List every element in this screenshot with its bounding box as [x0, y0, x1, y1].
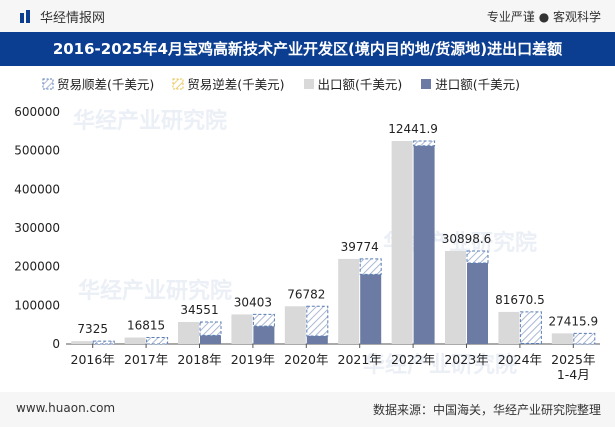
data-label-9: 27415.9 — [548, 314, 598, 328]
legend-label-export: 出口额(千美元) — [317, 77, 403, 92]
title-bar: 2016-2025年4月宝鸡高新技术产业开发区(境内目的地/货源地)进出口差额 — [0, 32, 615, 66]
export-bar-3 — [231, 314, 253, 344]
y-tick-label-6: 600000 — [14, 105, 60, 119]
export-bar-5 — [338, 258, 360, 344]
data-labels: 7325 16815 34551 30403 76782 39774 12441.9 3089… — [77, 122, 598, 336]
import-bar-3 — [253, 326, 275, 344]
legend-label-import: 进口额(千美元) — [435, 77, 521, 92]
export-bar-2 — [178, 321, 199, 344]
legend-item-deficit: 贸易逆差(千美元) — [172, 74, 285, 93]
export-bar-8 — [498, 311, 520, 344]
data-source: 数据来源：中国海关，华经产业研究院整理 — [372, 403, 601, 417]
surplus-bar-8 — [519, 311, 542, 344]
brand-name: 华经情报网 — [40, 11, 106, 26]
export-bar-9 — [551, 333, 573, 344]
legend-swatch-deficit — [172, 78, 184, 89]
y-tick-label-5: 500000 — [14, 144, 60, 158]
y-tick-label-1: 100000 — [14, 298, 60, 312]
legend-swatch-export — [303, 78, 314, 89]
x-tick-label-7: 2023年 — [444, 352, 488, 367]
tagline: 专业严谨 ● 客观科学 — [486, 10, 601, 24]
x-tick-label-6: 2022年 — [391, 352, 435, 367]
x-tick-label-9: 2025年 1-4月 — [551, 352, 595, 382]
x-tick-label-0: 2016年 — [71, 352, 115, 367]
footer: www.huaon.com 数据来源：中国海关，华经产业研究院整理 — [0, 392, 615, 427]
data-label-7: 30898.6 — [442, 232, 492, 246]
data-label-4: 76782 — [287, 287, 325, 301]
y-tick-label-0: 0 — [52, 337, 60, 351]
x-tick-label-1: 2017年 — [124, 352, 168, 367]
y-tick-label-3: 300000 — [14, 221, 60, 235]
x-tick-label-5: 2021年 — [338, 352, 382, 367]
x-tick-label-2: 2018年 — [177, 352, 221, 367]
import-bar-5 — [360, 274, 382, 344]
legend-item-surplus: 贸易顺差(千美元) — [42, 74, 154, 93]
data-label-0: 7325 — [77, 322, 108, 336]
export-bar-4 — [284, 306, 306, 344]
data-label-5: 39774 — [341, 240, 379, 254]
export-bar-7 — [445, 251, 466, 344]
chart-title: 2016-2025年4月宝鸡高新技术产业开发区(境内目的地/货源地)进出口差额 — [52, 40, 563, 58]
x-tick-label-4: 2020年 — [284, 352, 328, 367]
legend-item-export: 出口额(千美元) — [303, 74, 403, 93]
import-bar-4 — [306, 335, 328, 344]
legend-label-surplus: 贸易顺差(千美元) — [57, 77, 155, 92]
top-bar: 华经情报网 专业严谨 ● 客观科学 — [0, 0, 615, 32]
website-link[interactable]: www.huaon.com — [16, 401, 116, 415]
y-tick-label-4: 400000 — [14, 182, 60, 196]
legend-swatch-import — [421, 78, 432, 89]
surplus-bar-9 — [573, 332, 596, 345]
bars — [71, 140, 596, 345]
legend-label-deficit: 贸易逆差(千美元) — [187, 77, 285, 92]
brand: 华经情报网 — [18, 7, 105, 26]
data-label-2: 34551 — [180, 303, 218, 317]
watermark-2: 华经产业研究院 — [78, 278, 232, 304]
export-bar-1 — [124, 337, 146, 344]
data-label-8: 81670.5 — [495, 293, 545, 307]
surplus-bar-5 — [359, 258, 382, 275]
x-axis: 2016年 2017年 2018年 2019年 2020年 2021年 2022年 2023年… — [71, 344, 595, 382]
y-tick-label-2: 200000 — [14, 260, 60, 274]
surplus-bar-3 — [252, 313, 275, 327]
import-bar-7 — [467, 262, 488, 344]
data-label-1: 16815 — [127, 318, 165, 332]
watermark-3: 华经产业研究院 — [363, 352, 517, 378]
data-label-6: 12441.9 — [388, 122, 438, 136]
import-bar-2 — [200, 335, 221, 344]
legend-swatch-surplus — [42, 78, 54, 89]
surplus-bar-2 — [199, 321, 222, 336]
data-label-3: 30403 — [234, 295, 272, 309]
x-tick-label-8: 2024年 — [498, 352, 542, 367]
import-bar-6 — [413, 145, 435, 344]
export-bar-6 — [391, 141, 413, 344]
surplus-bar-6 — [413, 140, 436, 147]
legend-item-import: 进口额(千美元) — [420, 74, 520, 93]
watermark-0: 华经产业研究院 — [73, 108, 227, 134]
import-bar-8 — [520, 343, 542, 344]
surplus-bar-7 — [466, 250, 489, 264]
brand-logo-icon — [20, 9, 30, 23]
export-bar-0 — [71, 341, 93, 344]
surplus-bar-0 — [92, 340, 115, 345]
legend: 贸易顺差(千美元) 贸易逆差(千美元) 出口额(千美元) 进口额(千美元) — [42, 74, 520, 93]
surplus-bar-1 — [146, 336, 169, 345]
surplus-bar-4 — [306, 305, 329, 337]
x-tick-label-3: 2019年 — [231, 352, 275, 367]
